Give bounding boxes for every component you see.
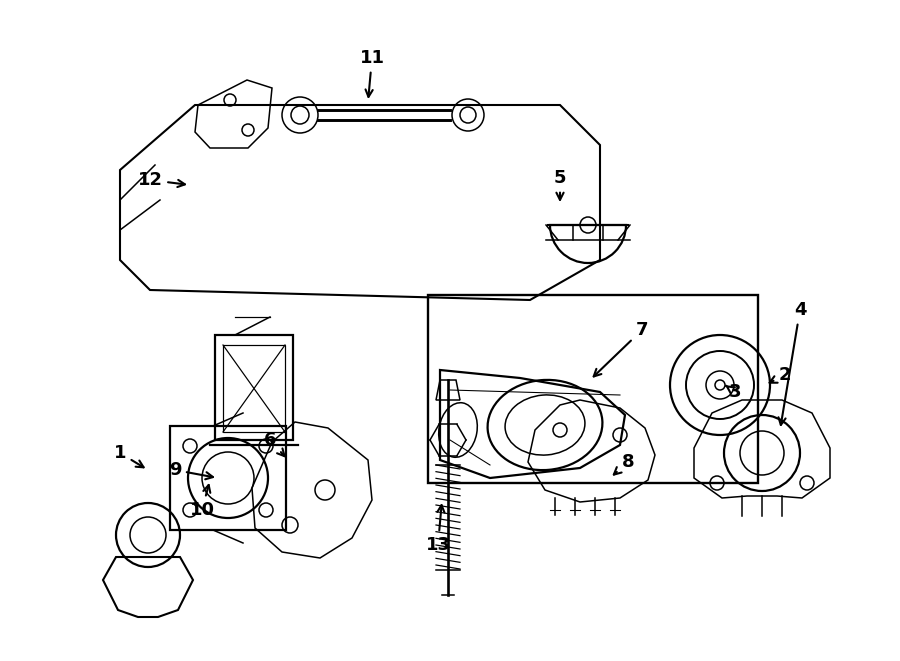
Text: 4: 4 xyxy=(778,301,806,425)
Text: 7: 7 xyxy=(594,321,648,377)
Text: 3: 3 xyxy=(725,383,742,401)
Text: 5: 5 xyxy=(554,169,566,200)
Bar xyxy=(215,335,293,440)
Text: 13: 13 xyxy=(426,505,451,554)
Bar xyxy=(223,345,285,432)
Text: 8: 8 xyxy=(614,453,634,475)
Text: 10: 10 xyxy=(190,485,214,519)
Bar xyxy=(428,295,758,483)
Text: 6: 6 xyxy=(264,431,284,456)
Text: 2: 2 xyxy=(770,366,791,384)
Text: 9: 9 xyxy=(169,461,213,479)
Text: 11: 11 xyxy=(359,49,384,97)
Text: 1: 1 xyxy=(113,444,144,467)
Bar xyxy=(170,426,286,530)
Text: 12: 12 xyxy=(138,171,184,189)
